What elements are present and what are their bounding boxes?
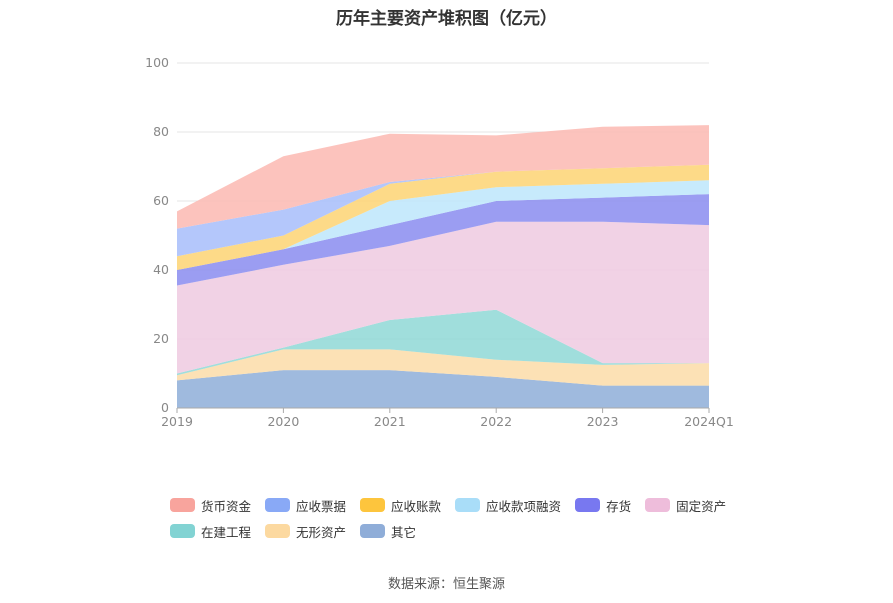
legend-item[interactable]: 货币资金 [170, 496, 251, 514]
x-tick-label: 2021 [374, 414, 406, 429]
legend-item[interactable]: 存货 [575, 496, 631, 514]
legend-label: 存货 [606, 498, 632, 514]
legend-swatch [360, 524, 386, 538]
data-source-note: 数据来源：恒生聚源 [387, 577, 505, 592]
legend-swatch [170, 498, 195, 512]
legend-item[interactable]: 应收票据 [265, 496, 346, 514]
legend-swatch [575, 498, 601, 512]
legend-label: 在建工程 [201, 524, 252, 540]
area-series-固定资产[interactable] [177, 221, 709, 374]
x-tick-label: 2023 [587, 414, 619, 429]
x-tick-label: 2022 [480, 414, 512, 429]
legend-label: 固定资产 [676, 498, 727, 514]
legend-label: 货币资金 [201, 498, 252, 514]
area-series-其它[interactable] [177, 370, 709, 408]
area-series-在建工程[interactable] [177, 309, 709, 376]
legend-item[interactable]: 应收款项融资 [455, 496, 561, 514]
legend-label: 应收账款 [391, 498, 442, 514]
x-tick-label: 2020 [267, 414, 299, 429]
area-series-应收账款[interactable] [177, 164, 709, 270]
legend-swatch [645, 498, 671, 512]
chart-title: 历年主要资产堆积图（亿元） [336, 9, 557, 29]
legend-item[interactable]: 无形资产 [265, 522, 346, 540]
y-tick-label: 60 [153, 193, 169, 208]
area-series-货币资金[interactable] [177, 125, 709, 229]
area-series-应收款项融资[interactable] [177, 180, 709, 270]
y-tick-label: 20 [153, 331, 169, 346]
chart-legend: 货币资金 应收票据 应收账款 应收款项融资 存货 固定资产在建工程 无形资产 其它 [170, 496, 750, 540]
y-tick-label: 100 [145, 55, 169, 70]
area-series-无形资产[interactable] [177, 349, 709, 386]
legend-swatch [455, 498, 481, 512]
legend-label: 应收款项融资 [486, 498, 562, 514]
legend-swatch [265, 524, 291, 538]
legend-swatch [360, 498, 386, 512]
legend-swatch [265, 498, 291, 512]
y-tick-label: 0 [161, 400, 169, 415]
area-series-应收票据[interactable] [177, 164, 709, 257]
legend-item[interactable]: 在建工程 [170, 522, 251, 540]
y-tick-label: 40 [153, 262, 169, 277]
legend-item[interactable]: 其它 [360, 522, 416, 540]
y-tick-label: 80 [153, 124, 169, 139]
legend-label: 无形资产 [296, 524, 347, 540]
x-tick-label: 2019 [161, 414, 193, 429]
legend-item[interactable]: 应收账款 [360, 496, 441, 514]
legend-swatch [170, 524, 195, 538]
area-series-存货[interactable] [177, 194, 709, 286]
legend-label: 应收票据 [296, 498, 347, 514]
x-tick-label: 2024Q1 [684, 414, 734, 429]
legend-item[interactable]: 固定资产 [645, 496, 726, 514]
legend-label: 其它 [391, 524, 417, 540]
